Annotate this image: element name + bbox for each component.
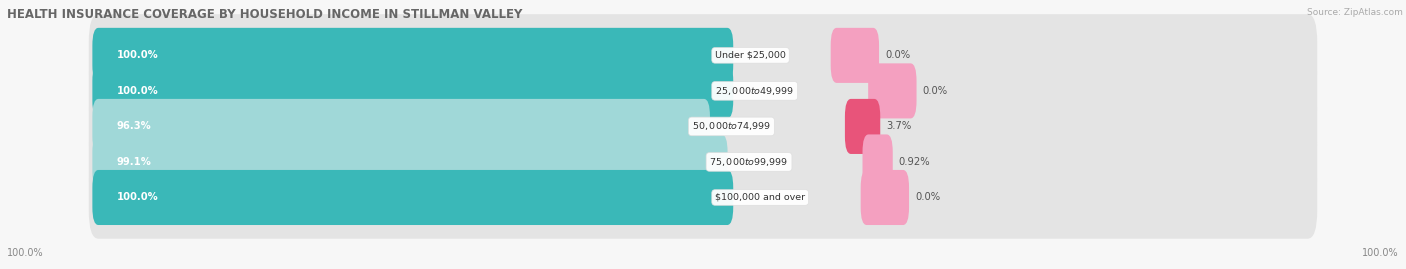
FancyBboxPatch shape xyxy=(868,63,917,118)
Text: $75,000 to $99,999: $75,000 to $99,999 xyxy=(710,156,789,168)
FancyBboxPatch shape xyxy=(89,121,1317,203)
Text: 0.0%: 0.0% xyxy=(915,193,941,203)
FancyBboxPatch shape xyxy=(831,28,879,83)
Text: 100.0%: 100.0% xyxy=(1362,248,1399,258)
FancyBboxPatch shape xyxy=(89,14,1317,97)
FancyBboxPatch shape xyxy=(862,134,893,189)
FancyBboxPatch shape xyxy=(860,170,910,225)
Text: 100.0%: 100.0% xyxy=(117,193,159,203)
FancyBboxPatch shape xyxy=(845,99,880,154)
Text: $25,000 to $49,999: $25,000 to $49,999 xyxy=(716,85,794,97)
Text: 0.92%: 0.92% xyxy=(898,157,931,167)
FancyBboxPatch shape xyxy=(89,156,1317,239)
FancyBboxPatch shape xyxy=(93,28,734,83)
Text: Under $25,000: Under $25,000 xyxy=(716,51,786,60)
FancyBboxPatch shape xyxy=(93,63,734,118)
FancyBboxPatch shape xyxy=(93,99,710,154)
Text: $100,000 and over: $100,000 and over xyxy=(716,193,806,202)
Text: 0.0%: 0.0% xyxy=(922,86,948,96)
Text: Source: ZipAtlas.com: Source: ZipAtlas.com xyxy=(1308,8,1403,17)
Text: $50,000 to $74,999: $50,000 to $74,999 xyxy=(692,121,770,132)
Text: 100.0%: 100.0% xyxy=(7,248,44,258)
FancyBboxPatch shape xyxy=(93,170,734,225)
FancyBboxPatch shape xyxy=(89,85,1317,168)
Text: 100.0%: 100.0% xyxy=(117,50,159,60)
Text: 3.7%: 3.7% xyxy=(886,121,911,132)
Text: 99.1%: 99.1% xyxy=(117,157,152,167)
Text: 0.0%: 0.0% xyxy=(886,50,910,60)
FancyBboxPatch shape xyxy=(89,50,1317,132)
FancyBboxPatch shape xyxy=(93,134,727,189)
Text: 100.0%: 100.0% xyxy=(117,86,159,96)
Text: HEALTH INSURANCE COVERAGE BY HOUSEHOLD INCOME IN STILLMAN VALLEY: HEALTH INSURANCE COVERAGE BY HOUSEHOLD I… xyxy=(7,8,523,21)
Text: 96.3%: 96.3% xyxy=(117,121,152,132)
